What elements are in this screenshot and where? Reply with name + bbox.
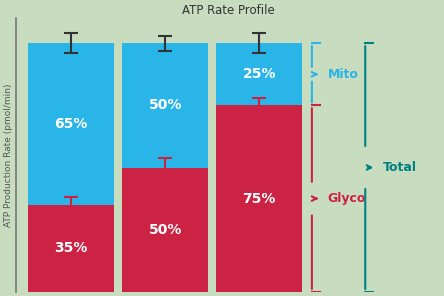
Text: 75%: 75%	[242, 192, 276, 206]
Bar	[28, 43, 114, 205]
Text: Total: Total	[383, 161, 416, 174]
Title: ATP Rate Profile: ATP Rate Profile	[182, 4, 274, 17]
Bar	[122, 168, 208, 292]
Bar	[216, 43, 302, 105]
Text: 35%: 35%	[54, 241, 87, 255]
Text: Glyco: Glyco	[328, 192, 366, 205]
Bar	[28, 205, 114, 292]
Text: 50%: 50%	[148, 223, 182, 237]
Bar	[216, 105, 302, 292]
Text: Mito: Mito	[328, 68, 358, 81]
Text: 50%: 50%	[148, 98, 182, 112]
Bar	[122, 43, 208, 168]
Text: 25%: 25%	[242, 67, 276, 81]
Y-axis label: ATP Production Rate (pmol/min): ATP Production Rate (pmol/min)	[4, 83, 13, 227]
Text: 65%: 65%	[54, 117, 87, 131]
